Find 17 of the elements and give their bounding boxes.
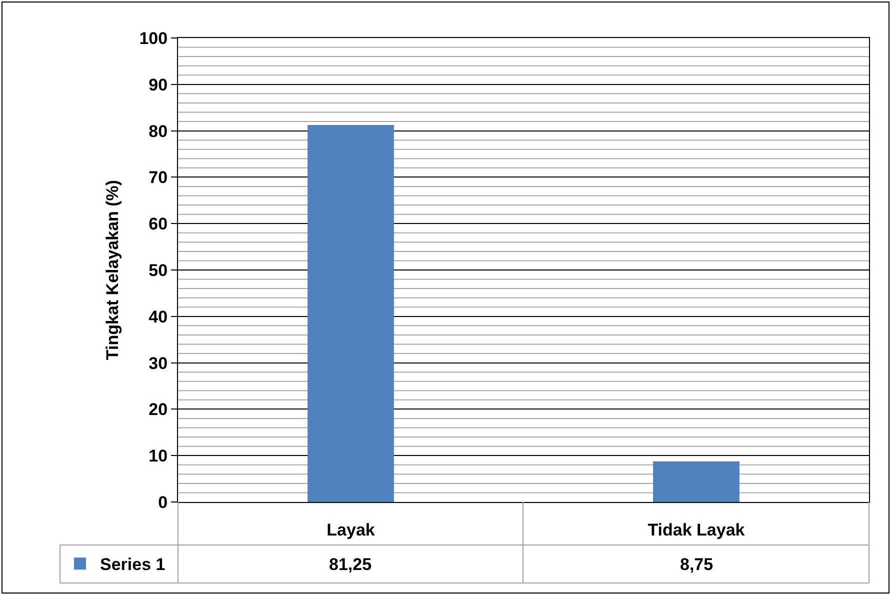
data-label: 8,75 xyxy=(680,555,714,574)
y-tick-label: 30 xyxy=(148,354,168,373)
y-tick-label: 0 xyxy=(158,492,168,512)
y-tick-label: 80 xyxy=(148,122,168,141)
y-tick-label: 50 xyxy=(148,260,168,280)
y-tick-label: 40 xyxy=(148,307,168,326)
y-tick-label: 70 xyxy=(148,168,168,188)
y-tick-label: 60 xyxy=(148,214,168,234)
y-axis-title: Tingkat Kelayakan (%) xyxy=(102,180,122,360)
legend-label: Series 1 xyxy=(100,555,166,574)
x-tick-label: Layak xyxy=(326,520,376,540)
y-tick-label: 100 xyxy=(139,28,168,48)
data-label: 81,25 xyxy=(329,555,372,574)
y-tick-label: 20 xyxy=(148,400,168,420)
y-tick-label: 90 xyxy=(148,75,168,94)
x-tick-label: Tidak Layak xyxy=(648,520,746,540)
y-tick-label: 10 xyxy=(148,446,168,466)
